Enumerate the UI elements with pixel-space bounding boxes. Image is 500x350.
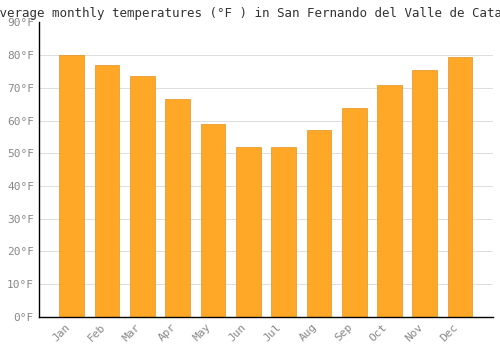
Bar bbox=[271, 147, 296, 317]
Bar bbox=[166, 99, 190, 317]
Title: Average monthly temperatures (°F ) in San Fernando del Valle de Catamarca: Average monthly temperatures (°F ) in Sa… bbox=[0, 7, 500, 20]
Bar bbox=[236, 147, 260, 317]
Bar bbox=[377, 85, 402, 317]
Bar bbox=[130, 76, 155, 317]
Bar bbox=[200, 124, 226, 317]
Bar bbox=[342, 107, 366, 317]
Bar bbox=[60, 55, 84, 317]
Bar bbox=[412, 70, 437, 317]
Bar bbox=[94, 65, 120, 317]
Bar bbox=[448, 57, 472, 317]
Bar bbox=[306, 131, 331, 317]
